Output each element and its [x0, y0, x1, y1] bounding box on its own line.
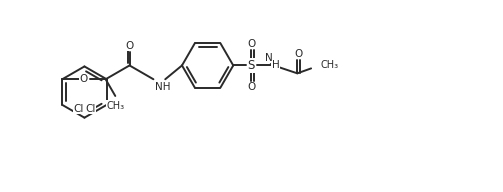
Text: O: O [125, 41, 134, 51]
Text: NH: NH [155, 82, 171, 92]
Text: CH₃: CH₃ [106, 101, 124, 111]
Text: N: N [265, 53, 273, 63]
Text: O: O [80, 74, 88, 84]
Text: H: H [272, 60, 280, 70]
Text: S: S [247, 59, 255, 72]
Text: O: O [248, 39, 256, 49]
Text: O: O [294, 49, 302, 59]
Text: O: O [248, 82, 256, 92]
Text: Cl: Cl [86, 104, 96, 114]
Text: Cl: Cl [73, 104, 83, 114]
Text: CH₃: CH₃ [321, 60, 339, 70]
